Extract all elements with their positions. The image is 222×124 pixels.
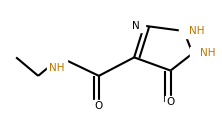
Text: NH: NH: [49, 63, 65, 73]
Bar: [165, 96, 176, 109]
Bar: [179, 24, 199, 38]
Bar: [134, 19, 145, 32]
Text: NH: NH: [189, 26, 205, 36]
Bar: [93, 100, 104, 113]
Text: O: O: [95, 101, 103, 111]
Text: O: O: [166, 97, 175, 107]
Text: N: N: [132, 21, 140, 31]
Text: NH: NH: [200, 48, 216, 58]
Bar: [47, 56, 67, 69]
Bar: [190, 47, 210, 60]
